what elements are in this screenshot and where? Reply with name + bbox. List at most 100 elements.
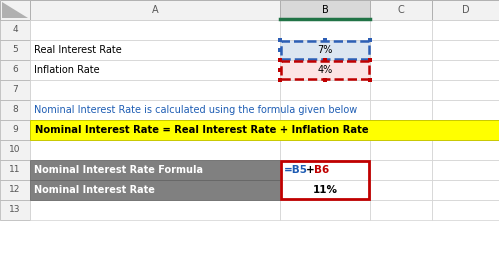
Bar — [0, 20, 30, 40]
Bar — [370, 200, 432, 220]
Text: Nominal Interest Rate = Real Interest Rate + Inflation Rate: Nominal Interest Rate = Real Interest Ra… — [35, 125, 369, 135]
Text: 4: 4 — [12, 26, 18, 35]
Bar — [370, 160, 432, 180]
Text: 13: 13 — [9, 206, 21, 214]
Bar — [281, 161, 369, 199]
Bar — [432, 140, 499, 160]
Bar — [368, 38, 372, 42]
Bar — [278, 48, 282, 52]
Bar — [30, 140, 280, 160]
Polygon shape — [2, 2, 28, 18]
Bar — [432, 60, 499, 80]
Bar — [432, 40, 499, 60]
Text: C: C — [398, 5, 404, 15]
Bar — [432, 80, 499, 100]
Text: 7%: 7% — [317, 45, 333, 55]
Bar — [280, 120, 370, 140]
Bar — [280, 0, 370, 20]
Bar — [280, 40, 370, 60]
Bar — [30, 60, 280, 80]
Bar — [370, 0, 432, 20]
Bar — [370, 60, 432, 80]
Bar — [0, 200, 30, 220]
Bar — [432, 160, 499, 180]
Text: 4%: 4% — [317, 65, 333, 75]
Text: 8: 8 — [12, 106, 18, 115]
Bar — [281, 41, 369, 59]
Text: B: B — [322, 5, 328, 15]
Bar — [30, 20, 280, 40]
Bar — [432, 200, 499, 220]
Bar — [432, 180, 499, 200]
Bar — [30, 120, 280, 140]
Bar — [30, 120, 499, 140]
Bar — [30, 180, 280, 200]
Bar — [280, 160, 370, 180]
Bar — [30, 0, 280, 20]
Text: 7: 7 — [12, 85, 18, 94]
Text: 10: 10 — [9, 146, 21, 155]
Text: 9: 9 — [12, 125, 18, 134]
Bar — [278, 38, 282, 42]
Text: 6: 6 — [12, 66, 18, 75]
Bar — [323, 78, 327, 82]
Text: 11: 11 — [9, 165, 21, 174]
Text: 12: 12 — [9, 186, 20, 195]
Bar — [370, 80, 432, 100]
Bar — [280, 140, 370, 160]
Bar — [370, 140, 432, 160]
Text: Nominal Interest Rate Formula: Nominal Interest Rate Formula — [34, 165, 203, 175]
Bar — [368, 78, 372, 82]
Bar — [0, 140, 30, 160]
Bar — [432, 0, 499, 20]
Text: Nominal Interest Rate: Nominal Interest Rate — [34, 185, 155, 195]
Bar — [280, 40, 370, 60]
Text: 5: 5 — [12, 45, 18, 54]
Bar — [30, 160, 280, 180]
Bar — [281, 61, 369, 79]
Bar — [278, 68, 282, 72]
Bar — [278, 78, 282, 82]
Bar — [0, 180, 30, 200]
Bar — [280, 160, 370, 180]
Bar — [0, 80, 30, 100]
Bar — [280, 180, 370, 200]
Text: =B5: =B5 — [284, 165, 308, 175]
Bar — [0, 40, 30, 60]
Text: B6: B6 — [314, 165, 329, 175]
Text: Nominal Interest Rate is calculated using the formula given below: Nominal Interest Rate is calculated usin… — [34, 105, 357, 115]
Text: 11%: 11% — [312, 185, 337, 195]
Bar — [370, 100, 432, 120]
Bar — [280, 60, 370, 80]
Bar — [280, 20, 370, 40]
Bar — [368, 58, 372, 62]
Bar — [370, 40, 432, 60]
Text: Inflation Rate: Inflation Rate — [34, 65, 100, 75]
Bar — [0, 60, 30, 80]
Bar — [0, 120, 30, 140]
Bar — [370, 20, 432, 40]
Bar — [323, 38, 327, 42]
Bar — [30, 160, 280, 180]
Text: Real Interest Rate: Real Interest Rate — [34, 45, 122, 55]
Bar — [30, 80, 280, 100]
Bar — [370, 180, 432, 200]
Bar — [30, 40, 280, 60]
Bar — [280, 60, 370, 80]
Bar — [280, 100, 370, 120]
Bar — [0, 100, 30, 120]
Bar — [0, 160, 30, 180]
Bar — [370, 120, 432, 140]
Bar — [280, 180, 370, 200]
Text: +: + — [306, 165, 315, 175]
Bar — [0, 0, 30, 20]
Bar — [432, 120, 499, 140]
Text: D: D — [462, 5, 470, 15]
Bar — [432, 20, 499, 40]
Bar — [30, 180, 280, 200]
Bar — [280, 200, 370, 220]
Bar — [432, 100, 499, 120]
Bar — [30, 200, 280, 220]
Bar — [278, 58, 282, 62]
Bar — [30, 100, 280, 120]
